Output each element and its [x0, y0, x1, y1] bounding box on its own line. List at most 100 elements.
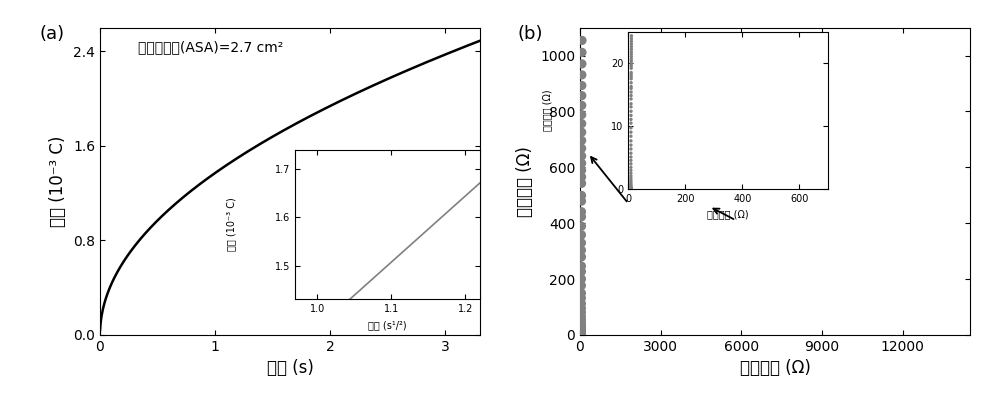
- Point: [574, 137, 590, 143]
- Point: [623, 80, 639, 86]
- Point: [623, 120, 639, 126]
- Point: [623, 173, 639, 179]
- Text: (b): (b): [518, 24, 543, 43]
- Point: [623, 167, 639, 173]
- Y-axis label: 电荷 (10⁻³ C): 电荷 (10⁻³ C): [49, 136, 67, 227]
- Point: [574, 153, 590, 159]
- Point: [623, 46, 639, 52]
- Point: [623, 129, 639, 135]
- Point: [623, 61, 639, 67]
- Point: [623, 74, 639, 80]
- Point: [623, 154, 639, 160]
- Point: [573, 301, 589, 307]
- Point: [573, 328, 589, 334]
- Point: [623, 186, 639, 192]
- Point: [623, 72, 639, 78]
- Point: [573, 329, 589, 335]
- Point: [623, 93, 639, 99]
- X-axis label: 阻抗实部 (Ω): 阻抗实部 (Ω): [707, 210, 749, 219]
- Point: [574, 174, 590, 180]
- Point: [573, 295, 589, 301]
- Point: [623, 116, 639, 123]
- Point: [573, 208, 589, 215]
- Point: [623, 186, 639, 192]
- Point: [573, 330, 589, 336]
- Point: [574, 180, 590, 186]
- Point: [623, 48, 639, 55]
- Point: [574, 102, 590, 108]
- Point: [573, 214, 589, 220]
- Text: (a): (a): [39, 24, 64, 43]
- Point: [574, 121, 590, 127]
- Text: 活性表面积(ASA)=2.7 cm²: 活性表面积(ASA)=2.7 cm²: [138, 40, 283, 54]
- Point: [623, 35, 639, 42]
- Point: [623, 186, 639, 192]
- Point: [623, 138, 639, 144]
- Point: [573, 263, 589, 269]
- Point: [623, 186, 639, 192]
- Point: [623, 186, 639, 192]
- Point: [623, 125, 639, 131]
- Y-axis label: 阻抗虚部 (Ω): 阻抗虚部 (Ω): [516, 146, 534, 217]
- Point: [623, 69, 639, 76]
- Point: [623, 180, 639, 187]
- Point: [573, 240, 589, 246]
- Point: [573, 192, 589, 199]
- Point: [573, 320, 589, 327]
- Point: [623, 175, 639, 181]
- Point: [573, 268, 589, 275]
- Point: [623, 43, 639, 50]
- Point: [623, 146, 639, 152]
- Point: [574, 129, 590, 136]
- Point: [623, 133, 639, 139]
- Point: [574, 61, 590, 67]
- Point: [574, 49, 590, 56]
- Point: [623, 170, 639, 176]
- Point: [574, 37, 590, 44]
- Point: [623, 183, 639, 189]
- Point: [573, 331, 589, 338]
- Point: [623, 164, 639, 171]
- Point: [573, 326, 589, 333]
- Point: [623, 186, 639, 192]
- X-axis label: 时间 (s): 时间 (s): [267, 359, 313, 377]
- Point: [623, 182, 639, 188]
- Point: [623, 142, 639, 148]
- Point: [623, 184, 639, 190]
- Point: [573, 254, 589, 260]
- Point: [573, 332, 589, 338]
- Point: [623, 186, 639, 192]
- Point: [623, 96, 639, 102]
- Point: [623, 33, 639, 39]
- Point: [574, 72, 590, 78]
- Point: [573, 331, 589, 338]
- Point: [623, 161, 639, 167]
- Point: [623, 108, 639, 114]
- Point: [573, 198, 589, 204]
- X-axis label: 时间 (s¹/²): 时间 (s¹/²): [368, 320, 407, 330]
- Point: [573, 332, 589, 338]
- Point: [574, 145, 590, 152]
- Point: [573, 282, 589, 289]
- Point: [574, 82, 590, 89]
- Point: [573, 290, 589, 296]
- Point: [573, 309, 589, 316]
- Point: [573, 332, 589, 338]
- Point: [574, 112, 590, 118]
- Point: [623, 76, 639, 82]
- Point: [623, 186, 639, 192]
- Point: [574, 93, 590, 99]
- X-axis label: 阻抗实部 (Ω): 阻抗实部 (Ω): [740, 359, 810, 377]
- Point: [623, 150, 639, 156]
- Point: [623, 104, 639, 110]
- Point: [623, 58, 639, 65]
- Point: [573, 223, 589, 229]
- Point: [623, 157, 639, 164]
- Point: [623, 89, 639, 95]
- Point: [573, 332, 589, 338]
- Point: [623, 186, 639, 192]
- Point: [623, 185, 639, 191]
- Point: [573, 331, 589, 337]
- Point: [573, 276, 589, 282]
- Point: [623, 186, 639, 192]
